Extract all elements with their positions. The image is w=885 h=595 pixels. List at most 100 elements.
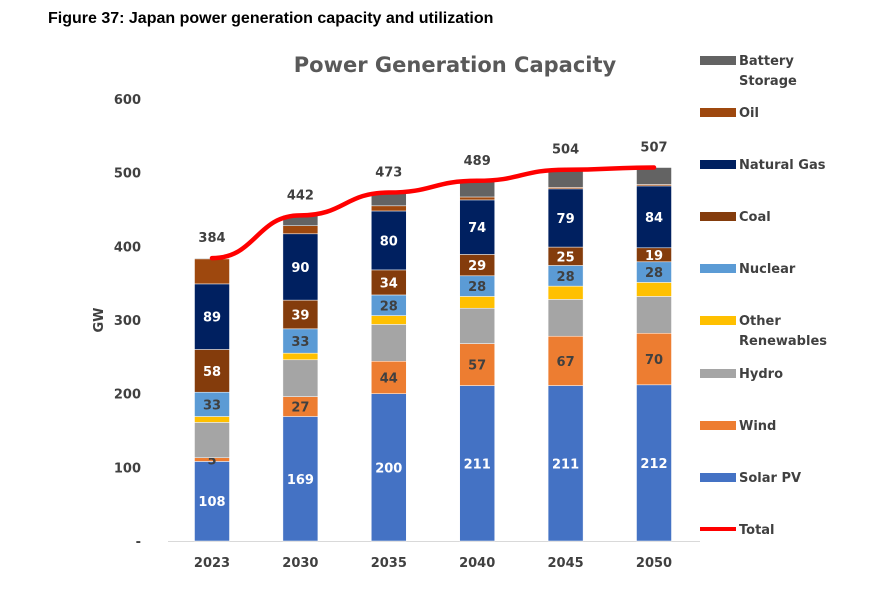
data-label: 5 [207, 454, 216, 469]
legend-label: Natural Gas [739, 158, 826, 173]
legend-label: Battery [739, 54, 794, 69]
bar-segment-hydro [371, 324, 407, 362]
x-tick-label: 2050 [636, 556, 672, 571]
bar-segment-hydro [547, 299, 584, 337]
bar-segment-solar-pv [371, 393, 407, 542]
bar-segment-battery-storage [636, 167, 672, 185]
y-tick-label: - [136, 535, 141, 550]
data-label: 108 [198, 495, 225, 510]
bar-segment-oil [282, 225, 319, 235]
total-label: 507 [640, 141, 667, 156]
x-tick-label: 2023 [194, 556, 230, 571]
data-label: 44 [380, 371, 398, 386]
bar-segment-coal [282, 299, 319, 330]
bar-segment-wind [371, 361, 407, 394]
bar-segment-wind [547, 335, 584, 386]
y-axis-label: GW [92, 307, 107, 332]
y-tick-label: 100 [114, 461, 141, 476]
data-label: 67 [557, 355, 575, 370]
bar-segment-hydro [636, 296, 672, 334]
bar-segment-wind [636, 333, 672, 386]
legend-swatch [700, 212, 736, 221]
bar-segment-natural-gas [282, 233, 319, 301]
legend-swatch [700, 473, 736, 482]
data-label: 79 [557, 212, 575, 227]
bar-segment-coal [194, 349, 230, 393]
legend-swatch [700, 108, 736, 117]
bar-segment-natural-gas [194, 283, 230, 350]
bar-segment-natural-gas [371, 210, 407, 271]
total-label: 489 [464, 154, 491, 169]
bar-segment-nuclear [194, 391, 230, 417]
legend-swatch [700, 421, 736, 430]
data-label: 212 [640, 457, 667, 472]
bar-segment-other-renewables [194, 416, 230, 423]
bar-segment-other-renewables [636, 282, 672, 297]
data-label: 25 [557, 250, 575, 265]
y-tick-label: 400 [114, 240, 141, 255]
x-tick-label: 2030 [282, 556, 318, 571]
legend-label: Hydro [739, 367, 783, 382]
y-tick-label: 500 [114, 167, 141, 182]
y-tick-label: 300 [114, 314, 141, 329]
data-label: 74 [468, 221, 486, 236]
bar-segment-solar-pv [636, 384, 672, 542]
data-label: 33 [203, 398, 221, 413]
bar-segment-other-renewables [371, 315, 407, 325]
bar-segment-battery-storage [547, 169, 584, 188]
bar-segment-other-renewables [547, 285, 584, 300]
legend-swatch [700, 316, 736, 325]
bar-segment-coal [371, 269, 407, 296]
data-label: 80 [380, 234, 398, 249]
legend-swatch [700, 369, 736, 378]
figure-title: Figure 37: Japan power generation capaci… [48, 10, 494, 27]
legend-label: Total [739, 523, 775, 538]
data-label: 57 [468, 359, 486, 374]
legend-label: Nuclear [739, 262, 796, 277]
chart-title: Power Generation Capacity [294, 53, 617, 77]
total-label: 473 [375, 166, 402, 181]
legend-label: Wind [739, 419, 776, 434]
bar-segment-solar-pv [282, 416, 319, 542]
y-tick-label: 600 [114, 93, 141, 108]
bar-segment-other-renewables [282, 352, 319, 361]
bar-segment-natural-gas [636, 185, 672, 249]
legend-label: Renewables [739, 334, 827, 349]
total-label: 442 [287, 188, 314, 203]
data-label: 89 [203, 311, 221, 326]
data-label: 211 [464, 457, 491, 472]
x-tick-label: 2040 [459, 556, 495, 571]
bar-segment-solar-pv [459, 385, 495, 542]
data-label: 200 [375, 461, 402, 476]
data-label: 19 [645, 249, 663, 264]
data-label: 211 [552, 457, 579, 472]
data-label: 29 [468, 259, 486, 274]
data-label: 90 [291, 261, 309, 276]
data-label: 39 [291, 308, 309, 323]
legend-label: Solar PV [739, 471, 801, 486]
data-label: 28 [468, 280, 486, 295]
data-label: 169 [287, 473, 314, 488]
legend-label: Oil [739, 106, 759, 121]
bar-segment-wind [459, 343, 495, 386]
data-label: 27 [291, 401, 309, 416]
y-tick-label: 200 [114, 388, 141, 403]
legend-swatch [700, 264, 736, 273]
bar-segment-solar-pv [194, 461, 230, 542]
x-tick-label: 2045 [548, 556, 584, 571]
bar-segment-oil [371, 205, 407, 212]
data-label: 28 [380, 299, 398, 314]
bar-segment-oil [459, 196, 495, 201]
data-label: 58 [203, 365, 221, 380]
total-label: 504 [552, 143, 579, 158]
total-label: 384 [198, 231, 225, 246]
x-tick-label: 2035 [371, 556, 407, 571]
bar-segment-nuclear [282, 328, 319, 354]
bar-segment-hydro [194, 422, 230, 459]
data-label: 33 [291, 335, 309, 350]
bar-segment-hydro [459, 307, 495, 344]
data-label: 70 [645, 353, 663, 368]
data-label: 28 [645, 266, 663, 281]
